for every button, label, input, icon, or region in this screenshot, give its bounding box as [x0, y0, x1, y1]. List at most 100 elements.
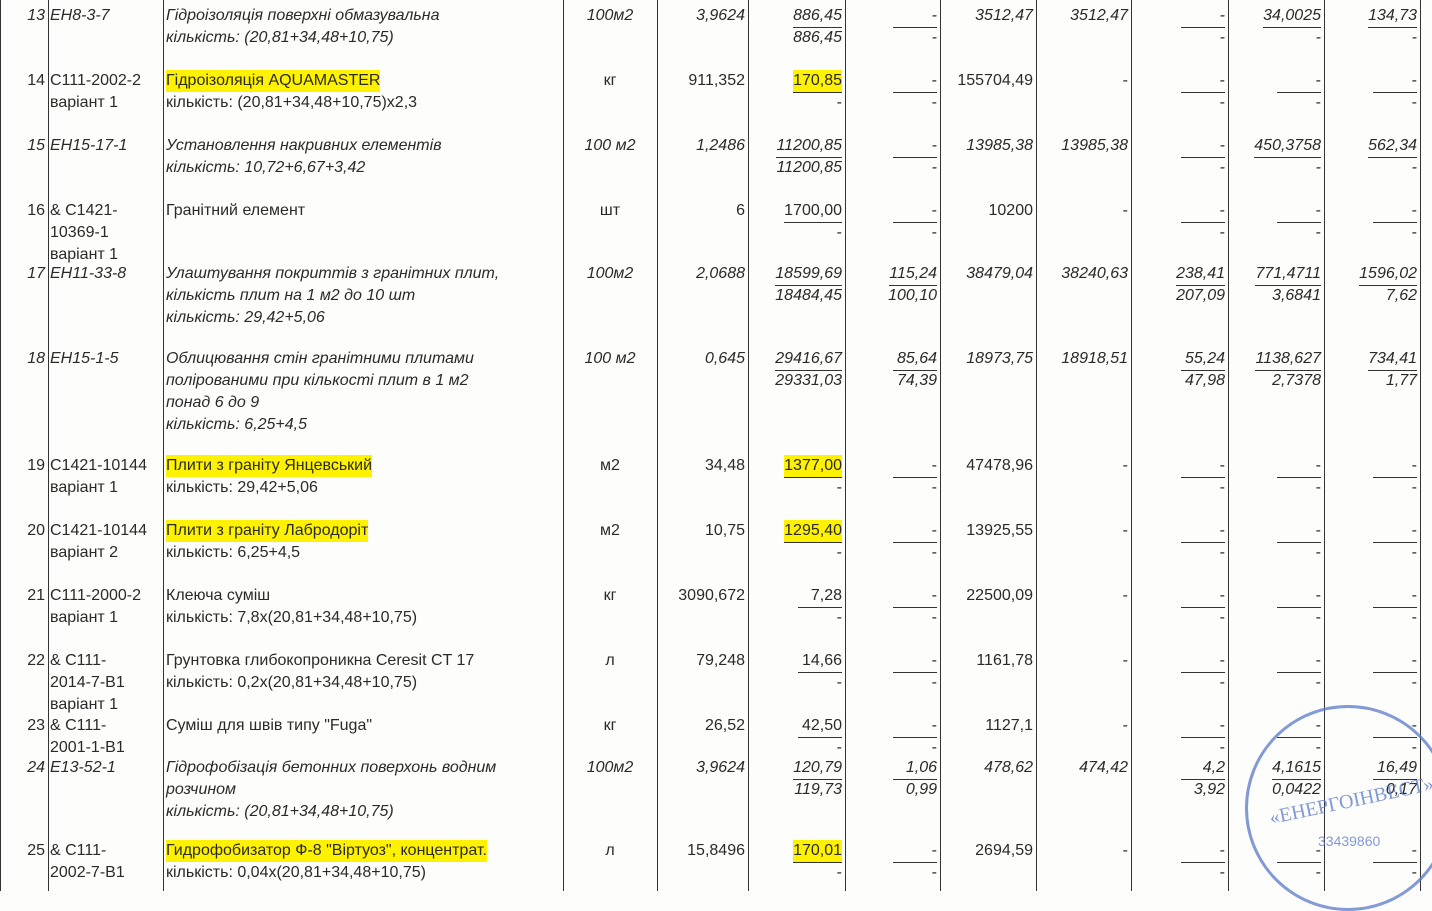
column-rule — [563, 0, 564, 891]
unit: кг — [603, 587, 617, 604]
column-rule — [163, 0, 164, 891]
total: 155704,49 — [957, 72, 1033, 89]
c9: - — [1181, 135, 1225, 158]
row-number: 17 — [27, 265, 45, 282]
wage-total: - — [1122, 587, 1128, 604]
unit-price: 1377,00 — [784, 455, 842, 478]
quantity: 3,9624 — [696, 759, 745, 776]
wage-total: - — [1122, 717, 1128, 734]
wage-total: 13985,38 — [1061, 137, 1128, 154]
c9: - — [1181, 200, 1225, 223]
wage: - — [893, 840, 937, 863]
description: Облицювання стін гранітними плитами — [166, 350, 474, 367]
total: 10200 — [988, 202, 1034, 219]
total: 47478,96 — [966, 457, 1033, 474]
wage: - — [893, 520, 937, 543]
wage-sub: - — [931, 224, 937, 241]
description: кількість: 7,8х(20,81+34,48+10,75) — [166, 609, 418, 626]
c11-sub: - — [1411, 544, 1417, 561]
unit-price: 1295,40 — [784, 520, 842, 543]
code: 2002-7-В1 — [50, 864, 125, 881]
description: Плити з граніту Янцевський — [166, 455, 373, 477]
code: & С1421- — [50, 202, 118, 219]
unit-price: 170,01 — [793, 840, 842, 863]
unit-price-wage: - — [836, 674, 842, 691]
description: кількість: 29,42+5,06 — [166, 309, 325, 326]
c11: 1596,02 — [1359, 263, 1417, 286]
unit-price: 29416,67 — [775, 348, 842, 371]
wage: 115,24 — [889, 263, 937, 286]
c9-sub: - — [1219, 864, 1225, 881]
c10: - — [1277, 520, 1321, 543]
unit-price-wage: 119,73 — [794, 781, 842, 798]
c9: 4,2 — [1181, 757, 1225, 780]
unit-price-wage: - — [836, 94, 842, 111]
c11-sub: - — [1411, 159, 1417, 176]
wage: - — [893, 715, 937, 738]
c10-sub: - — [1315, 609, 1321, 626]
unit-price-wage: - — [836, 609, 842, 626]
c10: 1138,627 — [1255, 348, 1321, 371]
c11: 562,34 — [1368, 135, 1417, 158]
description: Плити з граніту Лабродоріт — [166, 520, 369, 542]
stamp-name: «ЕНЕРГОІНВЕСТ» — [1267, 772, 1432, 830]
unit-price-wage: - — [836, 739, 842, 756]
quantity: 26,52 — [704, 717, 745, 734]
code: ЕН11-33-8 — [50, 265, 127, 282]
unit: м2 — [600, 522, 620, 539]
total: 22500,09 — [966, 587, 1033, 604]
column-rule — [845, 0, 846, 891]
quantity: 2,0688 — [696, 265, 745, 282]
c10-sub: - — [1315, 29, 1321, 46]
c10-sub: - — [1315, 94, 1321, 111]
wage-sub: - — [931, 479, 937, 496]
description: кількість: (20,81+34,48+10,75) — [166, 803, 394, 820]
description: кількість: 6,25+4,5 — [166, 416, 308, 433]
column-rule — [1228, 0, 1229, 891]
column-rule — [1324, 0, 1325, 891]
quantity: 3090,672 — [678, 587, 745, 604]
row-number: 23 — [27, 717, 45, 734]
wage-sub: - — [931, 739, 937, 756]
description: понад 6 до 9 — [166, 394, 260, 411]
unit-price-wage: 18484,45 — [775, 287, 842, 304]
wage: - — [893, 135, 937, 158]
total: 13925,55 — [966, 522, 1033, 539]
description: Гідроізоляція поверхні обмазувальна — [166, 7, 440, 24]
code: & С111- — [50, 717, 107, 734]
unit-price-wage: - — [836, 544, 842, 561]
c9-sub: 3,92 — [1193, 781, 1225, 798]
row-number: 18 — [27, 350, 45, 367]
wage: - — [893, 200, 937, 223]
wage: 85,64 — [893, 348, 937, 371]
c11: - — [1373, 520, 1417, 543]
wage-total: 474,42 — [1079, 759, 1128, 776]
unit-price: 170,85 — [793, 70, 842, 93]
unit: 100 м2 — [584, 350, 636, 367]
code: ЕН15-1-5 — [50, 350, 119, 367]
description: кількість: 6,25+4,5 — [166, 544, 301, 561]
code: варіант 1 — [50, 609, 119, 626]
description: кількість: 0,04х(20,81+34,48+10,75) — [166, 864, 426, 881]
c11-sub: - — [1411, 609, 1417, 626]
code: С1421-10144 — [50, 457, 147, 474]
c10: 34,0025 — [1263, 5, 1321, 28]
description: Клеюча суміш — [166, 587, 271, 604]
quantity: 0,645 — [704, 350, 745, 367]
unit-price-wage: - — [836, 479, 842, 496]
wage: - — [893, 5, 937, 28]
code: варіант 1 — [50, 479, 119, 496]
code: & С111- — [50, 652, 107, 669]
code: варіант 1 — [50, 246, 119, 263]
code: С111-2000-2 — [50, 587, 142, 604]
column-rule — [940, 0, 941, 891]
unit: 100 м2 — [584, 137, 636, 154]
unit-price-wage: 11200,85 — [776, 159, 842, 176]
row-number: 24 — [27, 759, 45, 776]
row-number: 21 — [27, 587, 45, 604]
unit-price: 18599,69 — [775, 263, 842, 286]
c9-sub: - — [1219, 674, 1225, 691]
description: кількість: 29,42+5,06 — [166, 479, 318, 496]
unit: шт — [599, 202, 621, 219]
row-number: 14 — [27, 72, 45, 89]
